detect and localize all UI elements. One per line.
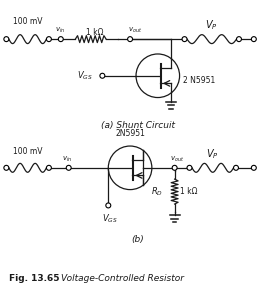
- Text: Voltage-Controlled Resistor: Voltage-Controlled Resistor: [61, 274, 184, 283]
- Circle shape: [100, 73, 105, 78]
- Circle shape: [251, 37, 256, 42]
- Circle shape: [233, 165, 238, 170]
- Text: $V_{GS}$: $V_{GS}$: [102, 212, 118, 225]
- Text: 2 N5951: 2 N5951: [182, 76, 215, 85]
- Text: 100 mV: 100 mV: [13, 17, 43, 26]
- Text: $R_D$: $R_D$: [151, 185, 163, 198]
- Text: 100 mV: 100 mV: [13, 148, 43, 157]
- Text: $v_{out}$: $v_{out}$: [171, 155, 185, 164]
- Circle shape: [251, 165, 256, 170]
- Circle shape: [187, 165, 192, 170]
- Text: (b): (b): [132, 235, 144, 244]
- Text: $V_P$: $V_P$: [206, 147, 219, 161]
- Text: (a) Shunt Circuit: (a) Shunt Circuit: [101, 121, 175, 130]
- Text: Fig. 13.65: Fig. 13.65: [9, 274, 60, 283]
- Text: $v_{in}$: $v_{in}$: [55, 26, 65, 35]
- Circle shape: [136, 54, 180, 98]
- Text: 2N5951: 2N5951: [115, 129, 145, 138]
- Circle shape: [4, 37, 9, 42]
- Text: 1 kΩ: 1 kΩ: [86, 28, 103, 37]
- Circle shape: [237, 37, 242, 42]
- Circle shape: [46, 37, 51, 42]
- Text: $v_{out}$: $v_{out}$: [128, 26, 142, 35]
- Circle shape: [108, 146, 152, 190]
- Text: $V_P$: $V_P$: [205, 18, 218, 32]
- Circle shape: [182, 37, 187, 42]
- Circle shape: [58, 37, 63, 42]
- Text: $V_{GS}$: $V_{GS}$: [77, 70, 92, 82]
- Circle shape: [4, 165, 9, 170]
- Circle shape: [172, 165, 177, 170]
- Circle shape: [128, 37, 132, 42]
- Circle shape: [106, 203, 111, 208]
- Text: 1 kΩ: 1 kΩ: [180, 187, 197, 196]
- Text: $v_{in}$: $v_{in}$: [62, 155, 72, 164]
- Circle shape: [46, 165, 51, 170]
- Circle shape: [66, 165, 71, 170]
